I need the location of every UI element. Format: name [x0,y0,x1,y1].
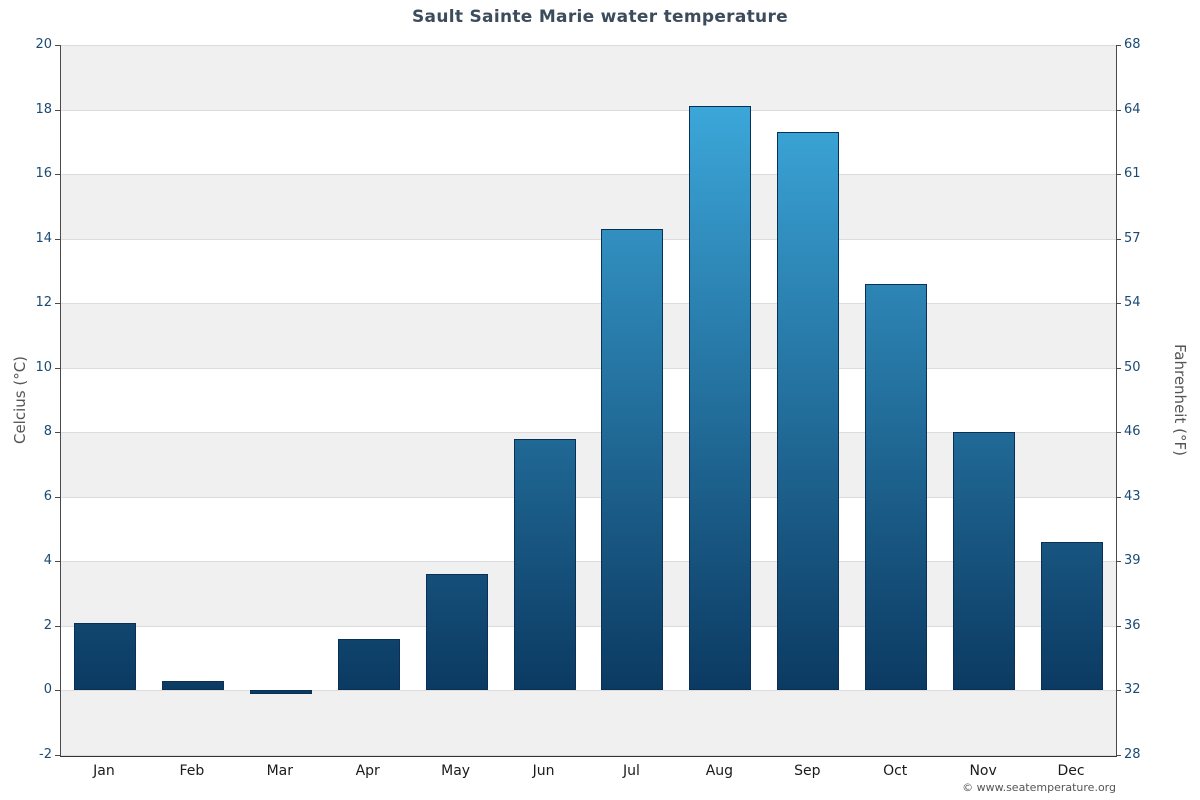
y-axis-tick-label-celsius: 0 [43,682,52,698]
grid-band [61,174,1116,239]
gridline [61,432,1116,434]
x-axis-tick-label: May [441,763,471,779]
x-axis-tick-label: Aug [705,763,734,779]
y-axis-label-fahrenheit: Fahrenheit (°F) [1171,344,1189,456]
y-axis-tickmark-right [1116,303,1121,305]
y-axis-tickmark-left [55,238,60,240]
bar-jul [601,228,664,691]
gridline [61,690,1116,692]
y-axis-tick-label-fahrenheit: 43 [1124,488,1141,504]
gridline [61,109,1116,111]
y-axis-tick-label-fahrenheit: 39 [1124,553,1141,569]
y-axis-tick-label-fahrenheit: 32 [1124,682,1141,698]
y-axis-tickmark-right [1116,755,1121,756]
y-axis-tickmark-right [1116,367,1121,369]
y-axis-tickmark-left [55,174,60,176]
bar-nov [953,432,1016,691]
y-axis-tickmark-left [55,625,60,627]
x-axis-tick-label: Dec [1057,763,1085,779]
gridline [61,367,1116,369]
y-axis-tickmark-right [1116,561,1121,563]
x-axis-tick-label: Nov [969,763,997,779]
grid-band [61,239,1116,304]
y-axis-tickmark-right [1116,45,1121,46]
bar-sep [777,132,840,691]
gridline [61,755,1116,756]
y-axis-tickmark-right [1116,690,1121,692]
y-axis-tickmark-right [1116,432,1121,434]
y-axis-tick-label-celsius: 16 [35,166,52,182]
y-axis-tick-label-celsius: 2 [43,617,52,633]
y-axis-tick-label-celsius: 12 [35,295,52,311]
y-axis-tick-label-fahrenheit: 46 [1124,424,1141,440]
y-axis-tick-label-fahrenheit: 61 [1124,166,1141,182]
grid-band [61,45,1116,110]
x-axis-tick-label: Jun [532,763,555,779]
y-axis-tick-label-celsius: 8 [43,424,52,440]
bar-may [425,574,488,691]
y-axis-tickmark-right [1116,109,1121,111]
y-axis-tick-label-celsius: -2 [39,747,52,762]
y-axis-tick-label-celsius: 20 [35,37,52,52]
bar-jun [513,438,576,691]
y-axis-tickmark-left [55,109,60,111]
gridline [61,625,1116,627]
gridline [61,496,1116,498]
chart-title: Sault Sainte Marie water temperature [412,7,788,27]
y-axis-tick-label-celsius: 18 [35,101,52,117]
y-axis-tick-label-fahrenheit: 57 [1124,230,1141,246]
bar-mar [249,690,312,694]
y-axis-tick-label-fahrenheit: 68 [1124,37,1141,52]
y-axis-tickmark-left [55,367,60,369]
x-axis-tick-label: Oct [883,763,908,779]
y-axis-tickmark-left [55,755,60,756]
y-axis-tickmark-right [1116,496,1121,498]
y-axis-tick-label-fahrenheit: 54 [1124,295,1141,311]
y-axis-tickmark-right [1116,174,1121,176]
y-axis-tickmark-left [55,432,60,434]
gridline [61,174,1116,176]
y-axis-tickmark-left [55,303,60,305]
y-axis-tick-label-fahrenheit: 28 [1124,747,1141,762]
y-axis-tick-label-celsius: 4 [43,553,52,569]
y-axis-tick-label-celsius: 14 [35,230,52,246]
bar-feb [161,680,224,691]
bar-apr [337,638,400,691]
y-axis-tickmark-right [1116,238,1121,240]
bar-jan [73,622,136,691]
y-axis-tick-label-fahrenheit: 64 [1124,101,1141,117]
gridline [61,561,1116,563]
y-axis-tick-label-celsius: 10 [35,359,52,375]
x-axis-tick-label: Jan [93,763,115,779]
plot-area [60,45,1117,757]
grid-band [61,561,1116,626]
grid-band [61,690,1116,755]
y-axis-tickmark-left [55,561,60,563]
y-axis-tickmark-left [55,45,60,46]
grid-band [61,432,1116,497]
y-axis-tick-label-fahrenheit: 36 [1124,617,1141,633]
x-axis-tick-label: Sep [794,763,821,779]
grid-band [61,368,1116,433]
gridline [61,303,1116,305]
y-axis-tick-label-celsius: 6 [43,488,52,504]
x-axis-tick-label: Feb [179,763,205,779]
copyright-text: © www.seatemperature.org [962,781,1116,794]
bar-dec [1041,542,1104,691]
x-axis-tick-label: Apr [355,763,380,779]
y-axis-tickmark-left [55,690,60,692]
x-axis-tick-label: Mar [266,763,293,779]
gridline [61,238,1116,240]
grid-band [61,303,1116,368]
grid-band [61,110,1116,175]
bar-aug [689,106,752,691]
bar-oct [865,283,928,691]
gridline [61,45,1116,46]
y-axis-tickmark-left [55,496,60,498]
y-axis-tickmark-right [1116,625,1121,627]
y-axis-tick-label-fahrenheit: 50 [1124,359,1141,375]
x-axis-tick-label: Jul [623,763,640,779]
